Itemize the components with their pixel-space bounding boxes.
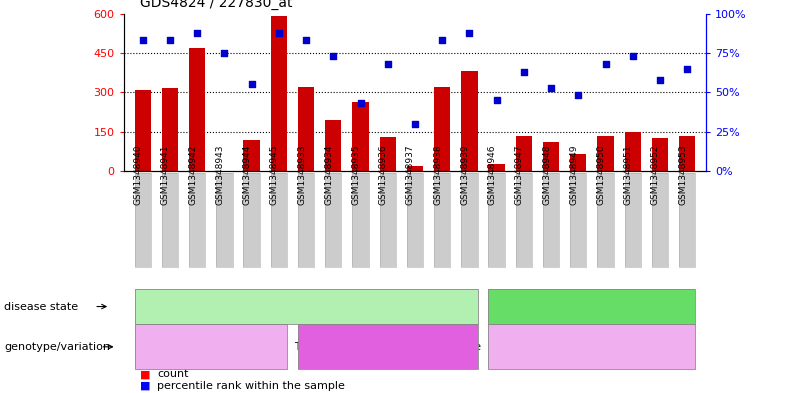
Text: control: control — [574, 342, 610, 352]
Text: genotype/variation: genotype/variation — [4, 342, 110, 352]
Text: GSM1348942: GSM1348942 — [188, 145, 197, 205]
Bar — [652, 138, 668, 171]
Text: GSM1348943: GSM1348943 — [215, 145, 224, 205]
Bar — [570, 154, 587, 171]
Text: GSM1348936: GSM1348936 — [379, 145, 388, 205]
Text: GSM1348950: GSM1348950 — [597, 145, 606, 205]
Text: ■: ■ — [140, 369, 150, 379]
Text: GSM1348953: GSM1348953 — [678, 145, 687, 205]
Bar — [243, 140, 260, 171]
Text: GSM1348951: GSM1348951 — [624, 145, 633, 205]
Text: GSM1348937: GSM1348937 — [406, 145, 415, 205]
Point — [327, 53, 340, 59]
Point — [381, 61, 394, 67]
Point — [272, 29, 285, 36]
Point — [490, 97, 503, 103]
Point — [626, 53, 639, 59]
Text: GSM1348935: GSM1348935 — [351, 145, 361, 205]
Point — [681, 66, 693, 72]
Text: GSM1348934: GSM1348934 — [324, 145, 334, 205]
Text: GSM1348941: GSM1348941 — [161, 145, 170, 205]
Text: GSM1348946: GSM1348946 — [488, 145, 496, 205]
Bar — [189, 48, 205, 171]
Bar — [325, 120, 342, 171]
Point — [599, 61, 612, 67]
Point — [654, 77, 666, 83]
Text: GSM1348952: GSM1348952 — [651, 145, 660, 205]
Bar — [380, 137, 396, 171]
Bar — [434, 87, 450, 171]
Text: ■: ■ — [140, 381, 150, 391]
Text: GSM1348947: GSM1348947 — [515, 145, 523, 205]
Point — [572, 92, 585, 99]
Text: GSM1348933: GSM1348933 — [297, 145, 306, 205]
Point — [354, 100, 367, 107]
Text: normal: normal — [572, 301, 611, 312]
Point — [436, 37, 448, 44]
Point — [463, 29, 476, 36]
Point — [164, 37, 176, 44]
Bar — [598, 136, 614, 171]
Point — [136, 37, 149, 44]
Text: GSM1348949: GSM1348949 — [569, 145, 579, 205]
Bar — [298, 87, 314, 171]
Text: GSM1348939: GSM1348939 — [460, 145, 469, 205]
Bar — [488, 164, 505, 171]
Text: GSM1348945: GSM1348945 — [270, 145, 279, 205]
Text: percentile rank within the sample: percentile rank within the sample — [157, 381, 345, 391]
Point — [517, 69, 530, 75]
Text: prostate cancer: prostate cancer — [263, 301, 350, 312]
Text: GSM1348948: GSM1348948 — [542, 145, 551, 205]
Point — [409, 121, 421, 127]
Point — [300, 37, 313, 44]
Point — [245, 81, 258, 88]
Text: TMPRSS2:ERG gene fusion negative: TMPRSS2:ERG gene fusion negative — [294, 342, 481, 352]
Bar — [625, 132, 641, 171]
Bar — [679, 136, 695, 171]
Text: count: count — [157, 369, 188, 379]
Bar — [135, 90, 151, 171]
Text: GSM1348944: GSM1348944 — [243, 145, 251, 205]
Text: GSM1348938: GSM1348938 — [433, 145, 442, 205]
Bar — [162, 88, 178, 171]
Bar — [543, 142, 559, 171]
Text: TMPRSS2:ERG gene fusion positive: TMPRSS2:ERG gene fusion positive — [137, 342, 284, 351]
Bar — [461, 72, 477, 171]
Text: disease state: disease state — [4, 301, 78, 312]
Text: GSM1348940: GSM1348940 — [134, 145, 143, 205]
Point — [191, 29, 203, 36]
Point — [545, 84, 558, 91]
Bar — [516, 136, 532, 171]
Point — [218, 50, 231, 56]
Bar — [271, 17, 287, 171]
Text: GDS4824 / 227830_at: GDS4824 / 227830_at — [140, 0, 292, 10]
Bar — [353, 101, 369, 171]
Bar — [407, 166, 423, 171]
